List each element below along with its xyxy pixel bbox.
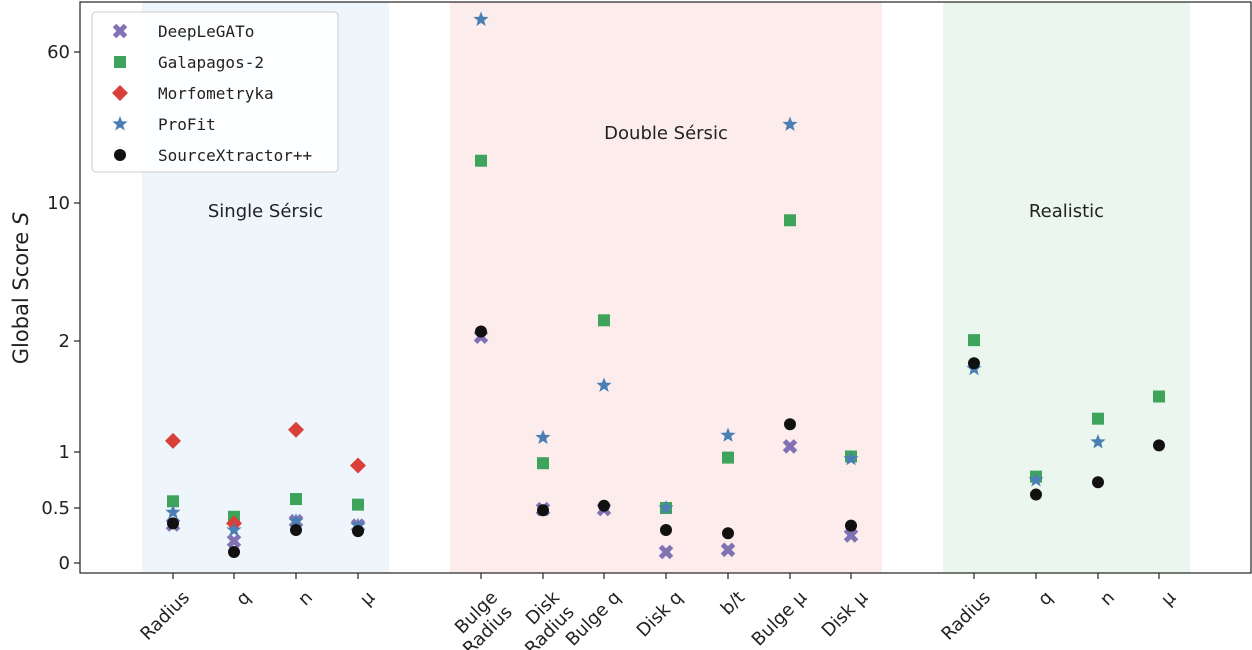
point-galapagos-2	[722, 451, 734, 464]
point-galapagos-2	[475, 154, 487, 167]
point-deeplegato	[843, 528, 859, 543]
point-profit	[1090, 434, 1106, 449]
point-sourcextractor	[1092, 476, 1104, 489]
legend-marker	[112, 85, 128, 101]
region-double-s-rsic	[450, 2, 882, 573]
y-axis: 0 0.5 1 2 10 60	[41, 42, 80, 574]
y-tick-label: 1	[59, 442, 70, 463]
point-profit	[720, 427, 736, 442]
legend: DeepLeGATo Galapagos-2 Morfometryka ProFit S…	[91, 11, 339, 173]
x-tick-label: Radius	[937, 587, 995, 645]
point-morfometryka	[165, 432, 181, 449]
point-profit	[226, 522, 242, 537]
point-sourcextractor	[1030, 488, 1042, 501]
point-galapagos-2	[1153, 390, 1165, 403]
point-sourcextractor	[167, 517, 179, 530]
point-sourcextractor	[784, 418, 796, 431]
point-galapagos-2	[167, 495, 179, 508]
region-realistic	[943, 2, 1190, 573]
legend-box	[91, 11, 339, 173]
point-profit	[288, 513, 304, 528]
y-tick-label: 0	[59, 553, 70, 574]
point-profit	[843, 450, 859, 466]
point-morfometryka	[288, 421, 304, 438]
x-tick-label: Disk μ	[818, 587, 873, 642]
point-sourcextractor	[1153, 439, 1165, 452]
point-galapagos-2	[290, 493, 302, 506]
legend-item-deeplegato: DeepLeGATo	[112, 22, 254, 41]
legend-label: ProFit	[158, 115, 216, 134]
point-profit	[658, 500, 674, 515]
x-tick-label: n	[1096, 587, 1119, 610]
x-tick-label: μ	[356, 587, 379, 610]
legend-marker	[114, 56, 126, 68]
point-profit	[350, 517, 366, 533]
point-deeplegato	[658, 544, 674, 560]
x-tick-label: n	[294, 587, 317, 610]
legend-label: Galapagos-2	[158, 53, 264, 72]
y-axis-label: Global Score S	[9, 212, 33, 365]
point-deeplegato	[720, 542, 736, 558]
legend-marker	[112, 116, 128, 131]
legend-item-sourcextractor: SourceXtractor++	[114, 146, 312, 165]
region-label: Realistic	[1029, 201, 1104, 222]
legend-marker	[114, 149, 126, 161]
x-tick-label: q	[1034, 587, 1057, 610]
point-sourcextractor	[722, 527, 734, 540]
point-sourcextractor	[845, 519, 857, 532]
legend-item-profit: ProFit	[112, 115, 216, 134]
y-axis-label-symbol: S	[9, 212, 33, 225]
point-galapagos-2	[784, 214, 796, 227]
y-tick-label: 10	[47, 193, 70, 214]
x-tick-label: b/t	[717, 587, 749, 619]
legend-label: DeepLeGATo	[158, 22, 254, 41]
legend-marker	[112, 23, 128, 39]
point-galapagos-2	[968, 334, 980, 347]
points-layer	[165, 11, 1165, 560]
legend-item-galapagos-2: Galapagos-2	[114, 53, 264, 72]
x-tick-label: Radius	[136, 587, 194, 645]
legend-label: SourceXtractor++	[158, 146, 312, 165]
x-tick-label: Bulge μ	[748, 587, 812, 650]
point-galapagos-2	[352, 498, 364, 511]
x-tick-label: q	[232, 587, 255, 610]
point-profit	[535, 429, 551, 444]
x-tick-label: BulgeRadius	[444, 587, 516, 650]
point-morfometryka	[350, 457, 366, 474]
y-tick-label: 60	[47, 42, 70, 63]
point-profit	[596, 377, 612, 392]
point-profit	[473, 11, 489, 26]
point-sourcextractor	[228, 546, 240, 558]
y-tick-label: 0.5	[41, 498, 70, 519]
point-sourcextractor	[352, 525, 364, 538]
point-deeplegato	[782, 439, 798, 454]
point-galapagos-2	[1092, 412, 1104, 425]
point-profit	[782, 116, 798, 131]
point-sourcextractor	[290, 524, 302, 536]
region-label: Single Sérsic	[208, 201, 323, 222]
point-galapagos-2	[537, 457, 549, 470]
point-profit	[1028, 472, 1044, 487]
point-deeplegato	[226, 533, 242, 549]
legend-item-morfometryka: Morfometryka	[112, 84, 274, 103]
y-tick-label: 2	[59, 331, 70, 352]
point-sourcextractor	[475, 325, 487, 338]
x-tick-label: Disk q	[633, 587, 687, 641]
point-sourcextractor	[660, 524, 672, 536]
point-sourcextractor	[968, 357, 980, 370]
point-galapagos-2	[598, 314, 610, 327]
point-profit	[165, 504, 181, 519]
region-label: Double Sérsic	[604, 123, 728, 144]
legend-label: Morfometryka	[158, 84, 274, 103]
point-sourcextractor	[537, 504, 549, 517]
point-sourcextractor	[598, 499, 610, 512]
x-tick-label: μ	[1157, 587, 1180, 610]
